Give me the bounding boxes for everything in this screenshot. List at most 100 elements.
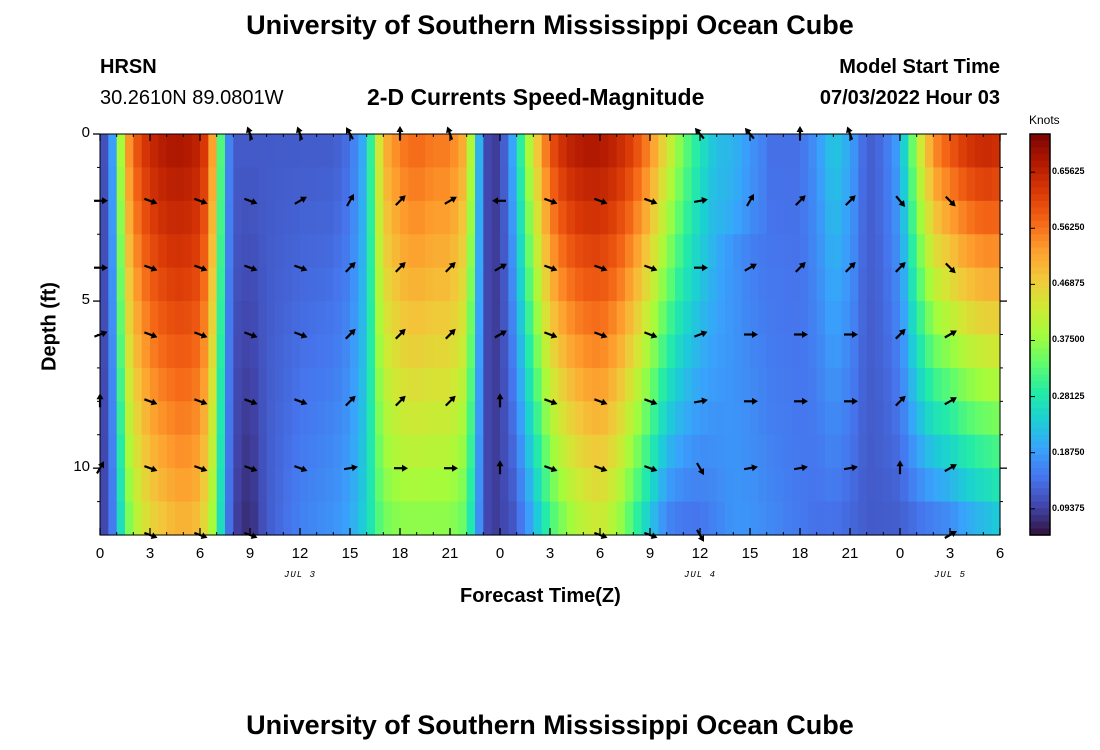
heatmap-cell: [416, 301, 426, 336]
heatmap-cell: [983, 167, 993, 202]
heatmap-cell: [325, 267, 334, 302]
heatmap-cell: [475, 334, 484, 369]
heatmap-cell: [966, 200, 976, 235]
heatmap-cell: [100, 234, 109, 269]
heatmap-cell: [533, 167, 543, 202]
heatmap-cell: [766, 401, 776, 436]
heatmap-cell: [175, 234, 184, 269]
heatmap-cell: [191, 334, 201, 369]
heatmap-cell: [816, 234, 826, 269]
heatmap-cell: [741, 501, 751, 536]
heatmap-cell: [841, 167, 851, 202]
heatmap-cell: [891, 301, 901, 336]
heatmap-cell: [483, 367, 493, 402]
heatmap-cell: [466, 301, 476, 336]
colorbar-swatch: [1030, 247, 1050, 255]
heatmap-cell: [391, 434, 401, 469]
heatmap-cell: [700, 501, 709, 536]
heatmap-cell: [691, 167, 701, 202]
heatmap-cell: [408, 434, 418, 469]
current-arrow: [294, 196, 307, 205]
heatmap-cell: [816, 334, 826, 369]
heatmap-cell: [450, 468, 459, 503]
heatmap-cell: [891, 367, 901, 402]
heatmap-cell: [641, 501, 651, 536]
heatmap-cell: [100, 200, 109, 235]
heatmap-cell: [850, 134, 859, 169]
heatmap-cell: [441, 468, 451, 503]
heatmap-cell: [225, 134, 234, 169]
heatmap-cell: [683, 434, 693, 469]
heatmap-cell: [750, 501, 759, 536]
heatmap-cell: [883, 334, 893, 369]
heatmap-cell: [708, 267, 718, 302]
heatmap-cell: [350, 434, 359, 469]
heatmap-cell: [283, 401, 293, 436]
heatmap-cells: [100, 134, 1001, 536]
heatmap-cell: [508, 501, 518, 536]
heatmap-cell: [191, 434, 201, 469]
heatmap-cell: [791, 234, 801, 269]
current-arrow: [945, 195, 956, 207]
current-arrow: [944, 397, 957, 406]
heatmap-cell: [925, 200, 934, 235]
heatmap-cell: [258, 334, 268, 369]
heatmap-cell: [375, 267, 384, 302]
heatmap-cell: [241, 501, 251, 536]
heatmap-cell: [233, 334, 243, 369]
heatmap-cell: [375, 334, 384, 369]
heatmap-cell: [700, 301, 709, 336]
current-arrow: [844, 331, 858, 338]
heatmap-cell: [550, 334, 559, 369]
heatmap-cell: [575, 401, 584, 436]
heatmap-cell: [916, 301, 926, 336]
heatmap-cell: [958, 167, 968, 202]
current-arrow: [743, 464, 758, 472]
heatmap-cell: [458, 334, 468, 369]
heatmap-cell: [433, 200, 443, 235]
heatmap-cell: [300, 200, 309, 235]
current-arrow: [144, 331, 158, 339]
heatmap-cell: [141, 434, 151, 469]
heatmap-cell: [908, 401, 918, 436]
heatmap-cell: [833, 134, 843, 169]
heatmap-cell: [341, 434, 351, 469]
heatmap-cell: [483, 401, 493, 436]
heatmap-cell: [516, 301, 526, 336]
heatmap-cell: [391, 267, 401, 302]
heatmap-cell: [583, 200, 593, 235]
heatmap-cell: [850, 501, 859, 536]
heatmap-cell: [125, 434, 134, 469]
heatmap-cell: [350, 468, 359, 503]
colorbar-swatch: [1030, 414, 1050, 422]
station-coordinates: 30.2610N 89.0801W: [100, 87, 284, 109]
model-start-label: Model Start Time: [839, 56, 1000, 78]
heatmap-cell: [716, 401, 726, 436]
heatmap-cell: [133, 501, 143, 536]
x-tick-label: 0: [95, 545, 105, 562]
heatmap-cell: [241, 134, 251, 169]
heatmap-cell: [941, 401, 951, 436]
heatmap-cell: [808, 401, 818, 436]
heatmap-cell: [475, 301, 484, 336]
heatmap-cell: [966, 167, 976, 202]
heatmap-cell: [958, 434, 968, 469]
heatmap-cell: [691, 334, 701, 369]
heatmap-cell: [316, 267, 326, 302]
heatmap-cell: [250, 167, 259, 202]
heatmap-cell: [750, 234, 759, 269]
heatmap-cell: [208, 234, 218, 269]
heatmap-cell: [300, 167, 309, 202]
heatmap-cell: [166, 234, 176, 269]
heatmap-cell: [983, 501, 993, 536]
heatmap-cell: [775, 167, 784, 202]
heatmap-cell: [383, 334, 393, 369]
heatmap-cell: [166, 167, 176, 202]
heatmap-cell: [925, 234, 934, 269]
colorbar-tick-label: 0.56250: [1052, 222, 1085, 233]
colorbar-swatch: [1030, 367, 1050, 376]
heatmap-cell: [183, 167, 193, 202]
heatmap-cell: [508, 167, 518, 202]
heatmap-cell: [741, 134, 751, 169]
heatmap-cell: [383, 468, 393, 503]
